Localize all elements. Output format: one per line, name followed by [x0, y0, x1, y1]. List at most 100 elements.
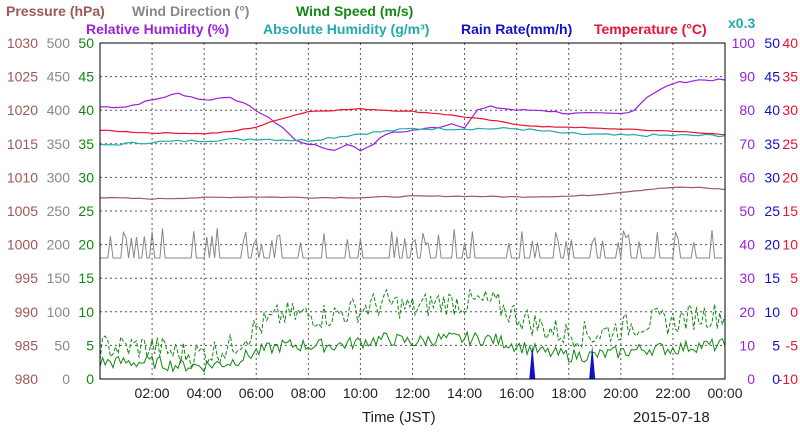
rain-axis-tick: 10 [764, 304, 780, 320]
wind-direction-axis-tick: 250 [47, 203, 71, 219]
rain-axis-tick: 40 [764, 102, 780, 118]
x-tick-label: 00:00 [707, 385, 742, 401]
plot-border [99, 42, 726, 380]
temperature-axis-tick: 15 [782, 203, 798, 219]
humidity-axis-tick: 0 [747, 371, 755, 387]
rain-axis-tick: 25 [764, 203, 780, 219]
rain-axis-tick: 15 [764, 270, 780, 286]
pressure-axis-tick: 1010 [7, 169, 38, 185]
rain-axis-tick: 20 [764, 237, 780, 253]
temperature-axis-tick: -5 [786, 337, 799, 353]
pressure-axis-tick: 1005 [7, 203, 38, 219]
temperature-axis-tick: 5 [790, 270, 798, 286]
series-group [99, 78, 726, 379]
wind-speed-axis-tick: 0 [86, 371, 94, 387]
legend-scale-note: x0.3 [728, 15, 755, 31]
x-tick-label: 18:00 [551, 385, 586, 401]
temperature-axis-tick: 35 [782, 69, 798, 85]
wind-speed-axis-tick: 50 [78, 35, 94, 51]
wind-speed-line [99, 330, 726, 373]
x-tick-label: 12:00 [395, 385, 430, 401]
humidity-axis-tick: 60 [739, 169, 755, 185]
pressure-axis-tick: 995 [15, 270, 39, 286]
wind-direction-axis-tick: 400 [47, 102, 71, 118]
rain-spike [589, 345, 596, 379]
temperature-axis-tick: 30 [782, 102, 798, 118]
wind-direction-line [100, 228, 723, 259]
axes: 1030102510201015101010051000995990985980… [7, 35, 798, 401]
humidity-axis-tick: 70 [739, 136, 755, 152]
series-line [99, 126, 726, 146]
plot-frame [99, 42, 726, 380]
wind-direction-axis-tick: 500 [47, 35, 71, 51]
wind-direction-axis-tick: 150 [47, 270, 71, 286]
x-tick-label: 06:00 [239, 385, 274, 401]
wind-speed-axis-tick: 30 [78, 169, 94, 185]
pressure-axis-tick: 1015 [7, 136, 38, 152]
legend-wind-speed: Wind Speed (m/s) [296, 3, 413, 19]
series-line [100, 186, 726, 200]
wind-direction-axis-tick: 450 [47, 69, 71, 85]
x-tick-label: 20:00 [603, 385, 638, 401]
x-axis-title: Time (JST) [362, 409, 436, 426]
temperature-axis-tick: -10 [778, 371, 798, 387]
series-line [99, 107, 726, 136]
x-tick-label: 22:00 [655, 385, 690, 401]
pressure-axis-tick: 985 [15, 337, 39, 353]
rain-axis-tick: 5 [772, 337, 780, 353]
x-tick-label: 08:00 [291, 385, 326, 401]
pressure-axis-tick: 1020 [7, 102, 38, 118]
humidity-axis-tick: 50 [739, 203, 755, 219]
rain-axis-tick: 0 [772, 371, 780, 387]
temperature-axis-tick: 0 [790, 304, 798, 320]
legend-pressure: Pressure (hPa) [6, 3, 105, 19]
rain-axis-tick: 45 [764, 69, 780, 85]
wind-speed-axis-tick: 10 [78, 304, 94, 320]
humidity-axis-tick: 10 [739, 337, 755, 353]
x-tick-label: 14:00 [447, 385, 482, 401]
wind-direction-axis-tick: 100 [47, 304, 71, 320]
humidity-axis-tick: 90 [739, 69, 755, 85]
grid [100, 43, 725, 379]
rain-spike [529, 345, 536, 379]
series-line [99, 78, 726, 152]
wind-speed-axis-tick: 20 [78, 237, 94, 253]
wind-speed-axis-tick: 35 [78, 136, 94, 152]
pressure-axis-tick: 1030 [7, 35, 38, 51]
rain-axis-tick: 35 [764, 136, 780, 152]
wind-direction-axis-tick: 200 [47, 237, 71, 253]
wind-direction-axis-tick: 300 [47, 169, 71, 185]
x-tick-label: 02:00 [135, 385, 170, 401]
x-tick-label: 04:00 [187, 385, 222, 401]
legend-relative-humidity: Relative Humidity (%) [86, 21, 229, 37]
legend-temperature: Temperature (°C) [594, 21, 707, 37]
legend-rain-rate: Rain Rate(mm/h) [461, 21, 572, 37]
humidity-axis-tick: 40 [739, 237, 755, 253]
legend-absolute-humidity: Absolute Humidity (g/m³) [263, 21, 429, 37]
rain-axis-tick: 30 [764, 169, 780, 185]
pressure-axis-tick: 990 [15, 304, 39, 320]
wind-gust-line [99, 288, 726, 369]
temperature-axis-tick: 10 [782, 237, 798, 253]
rain-axis-tick: 50 [764, 35, 780, 51]
humidity-axis-tick: 30 [739, 270, 755, 286]
wind-direction-axis-tick: 350 [47, 136, 71, 152]
x-tick-label: 10:00 [343, 385, 378, 401]
humidity-axis-tick: 20 [739, 304, 755, 320]
date-label: 2015-07-18 [633, 409, 710, 426]
wind-speed-axis-tick: 15 [78, 270, 94, 286]
humidity-axis-tick: 100 [732, 35, 756, 51]
temperature-axis-tick: 40 [782, 35, 798, 51]
temperature-axis-tick: 25 [782, 136, 798, 152]
wind-direction-axis-tick: 50 [54, 337, 70, 353]
pressure-axis-tick: 980 [15, 371, 39, 387]
wind-direction-axis-tick: 0 [62, 371, 70, 387]
temperature-axis-tick: 20 [782, 169, 798, 185]
wind-speed-axis-tick: 40 [78, 102, 94, 118]
legend-wind-direction: Wind Direction (°) [132, 3, 249, 19]
pressure-axis-tick: 1000 [7, 237, 38, 253]
x-tick-label: 16:00 [499, 385, 534, 401]
wind-speed-axis-tick: 25 [78, 203, 94, 219]
